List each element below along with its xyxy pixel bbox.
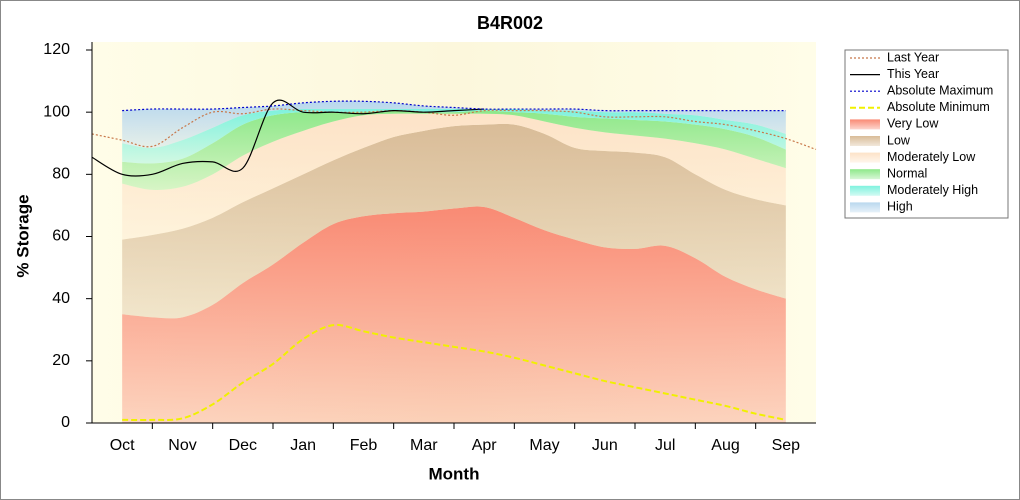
y-tick-label: 60 (52, 228, 70, 245)
legend-label: Moderately High (887, 183, 978, 197)
x-tick-label: Dec (229, 437, 257, 454)
x-tick-label: Jun (592, 437, 618, 454)
x-tick-label: Jan (290, 437, 316, 454)
legend-swatch (850, 152, 880, 163)
legend-label: Low (887, 133, 911, 147)
area-band (122, 113, 786, 240)
x-tick-label: Aug (711, 437, 739, 454)
x-tick-label: Oct (110, 437, 135, 454)
x-tick-label: Mar (410, 437, 438, 454)
x-tick-label: Feb (350, 437, 378, 454)
legend-label: Last Year (887, 50, 939, 64)
y-tick-label: 0 (61, 414, 70, 431)
y-tick-label: 80 (52, 166, 70, 183)
legend-swatch (850, 185, 880, 196)
legend-label: Moderately Low (887, 150, 976, 164)
y-tick-label: 120 (43, 41, 70, 58)
y-tick-label: 40 (52, 290, 70, 307)
legend-label: Very Low (887, 117, 939, 131)
series-line (91, 108, 817, 151)
x-axis-title: Month (429, 464, 480, 483)
legend-swatch (850, 202, 880, 213)
area-band (122, 110, 786, 191)
series-line (122, 323, 787, 422)
x-tick-label: Apr (472, 437, 498, 454)
y-axis-title: % Storage (13, 194, 32, 277)
area-band (122, 123, 786, 319)
legend-label: Absolute Maximum (887, 83, 993, 97)
x-tick-label: Jul (655, 437, 675, 454)
legend-swatch (850, 119, 880, 130)
x-tick-label: May (529, 437, 559, 454)
legend-swatch (850, 136, 880, 146)
legend-label: High (887, 200, 913, 214)
legend-label: Absolute Minimum (887, 100, 990, 114)
y-tick-label: 20 (52, 352, 70, 369)
x-tick-label: Nov (168, 437, 196, 454)
legend-swatch (850, 169, 880, 180)
chart-title: B4R002 (477, 13, 543, 33)
series-line (91, 99, 485, 177)
legend-label: This Year (887, 67, 939, 81)
y-tick-label: 100 (43, 103, 70, 120)
series-line (122, 100, 786, 112)
area-band (122, 206, 786, 423)
x-tick-label: Sep (772, 437, 801, 454)
legend-label: Normal (887, 166, 927, 180)
